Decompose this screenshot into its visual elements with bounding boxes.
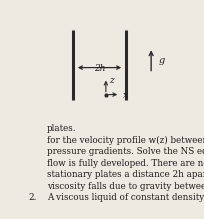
Text: flow is fully developed. There are no: flow is fully developed. There are no	[47, 159, 204, 168]
Text: viscosity falls due to gravity between two: viscosity falls due to gravity between t…	[47, 182, 204, 191]
Text: pressure gradients. Solve the NS equation: pressure gradients. Solve the NS equatio…	[47, 147, 204, 156]
Text: stationary plates a distance 2h apart. The: stationary plates a distance 2h apart. T…	[47, 170, 204, 179]
Text: 2h: 2h	[93, 64, 105, 73]
Text: g: g	[158, 56, 164, 65]
Text: z: z	[109, 76, 113, 85]
Text: x: x	[122, 91, 127, 100]
Text: plates.: plates.	[47, 124, 76, 133]
Text: A viscous liquid of constant density and: A viscous liquid of constant density and	[47, 193, 204, 202]
Text: for the velocity profile w(z) between the: for the velocity profile w(z) between th…	[47, 136, 204, 145]
Text: 2.: 2.	[29, 193, 37, 202]
